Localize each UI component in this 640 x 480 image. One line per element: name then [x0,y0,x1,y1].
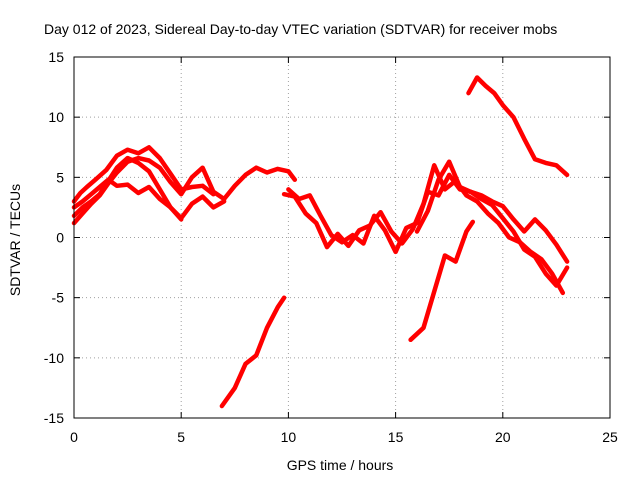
x-tick-label: 20 [495,429,511,445]
series-track-h [219,295,287,409]
series-track-d [71,155,184,222]
x-tick-label: 5 [177,429,185,445]
x-tick-label: 0 [70,429,78,445]
x-tick-label: 15 [388,429,404,445]
y-tick-label: 15 [48,49,64,65]
series-layer [71,75,570,409]
y-tick-label: 10 [48,109,64,125]
y-tick-labels: -15 -10 -5 0 5 10 15 [44,49,64,426]
y-tick-label: -5 [52,290,65,306]
x-tick-label: 25 [602,429,618,445]
series-track-i [408,219,476,343]
x-axis-title: GPS time / hours [287,457,394,473]
series-track-g [414,159,570,264]
y-axis-title: SDTVAR / TECUs [7,184,23,296]
y-tick-label: -15 [44,410,64,426]
y-tick-label: -10 [44,350,64,366]
series-track-f [281,163,566,296]
y-tick-label: 0 [56,230,64,246]
series-track-c [71,177,227,221]
chart-title: Day 012 of 2023, Sidereal Day-to-day VTE… [44,21,557,37]
x-tick-label: 10 [281,429,297,445]
axis-ticks [73,56,611,419]
x-tick-labels: 0 5 10 15 20 25 [70,429,618,445]
y-tick-label: 5 [56,169,64,185]
series-track-a [71,145,216,204]
series-track-j [466,75,570,178]
